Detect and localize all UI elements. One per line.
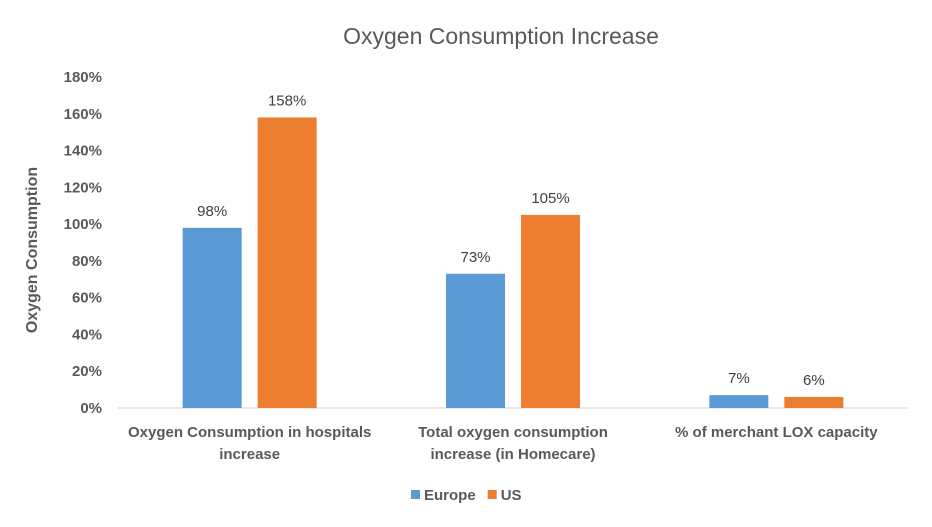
legend-label: Europe xyxy=(424,487,476,504)
y-tick-label: 140% xyxy=(64,143,102,160)
y-tick-label: 20% xyxy=(72,363,102,380)
y-tick-label: 40% xyxy=(72,326,102,343)
category-label: increase xyxy=(219,446,280,463)
data-label: 6% xyxy=(803,372,825,389)
y-tick-label: 180% xyxy=(64,69,102,86)
data-label: 158% xyxy=(268,92,306,109)
data-label: 73% xyxy=(460,249,490,266)
category-label: Total oxygen consumption xyxy=(418,424,608,441)
y-tick-label: 120% xyxy=(64,179,102,196)
legend-swatch-europe xyxy=(411,490,420,499)
bar-europe xyxy=(446,273,505,408)
y-tick-label: 0% xyxy=(80,400,102,417)
chart-title: Oxygen Consumption Increase xyxy=(343,23,659,49)
category-label: % of merchant LOX capacity xyxy=(675,424,878,441)
y-tick-label: 100% xyxy=(64,216,102,233)
category-label: Oxygen Consumption in hospitals xyxy=(128,424,371,441)
legend-label: US xyxy=(501,487,522,504)
data-label: 98% xyxy=(197,203,227,220)
data-label: 7% xyxy=(728,370,750,387)
bar-us xyxy=(521,214,580,408)
bar-us xyxy=(784,396,844,408)
y-axis-label: Oxygen Consumption xyxy=(24,167,41,333)
y-tick-label: 80% xyxy=(72,253,102,270)
bar-europe xyxy=(709,395,769,408)
bar-us xyxy=(257,117,317,408)
data-label: 105% xyxy=(531,190,569,207)
y-tick-label: 160% xyxy=(64,106,102,123)
y-tick-label: 60% xyxy=(72,290,102,307)
legend-swatch-us xyxy=(487,490,497,499)
bar-europe xyxy=(182,227,242,408)
category-label: increase (in Homecare) xyxy=(430,446,595,463)
